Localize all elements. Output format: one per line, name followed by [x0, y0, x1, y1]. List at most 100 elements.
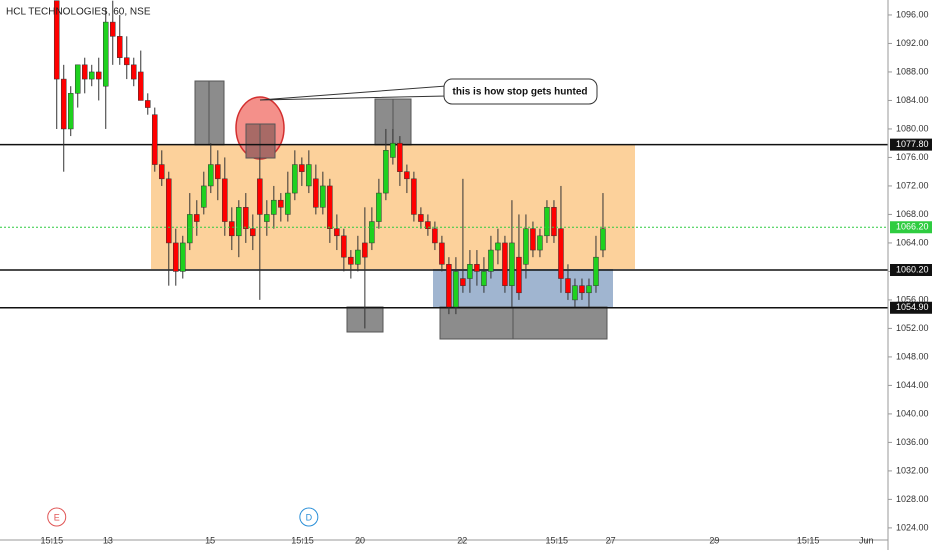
candle-body [565, 278, 571, 294]
event-marker [47, 507, 67, 527]
y-tick-label: 1080.00 [896, 123, 929, 133]
candle-body [404, 171, 410, 180]
candle-body [355, 249, 361, 265]
x-tick-label: 15 [205, 535, 215, 545]
level-label: 1054.90 [896, 302, 929, 312]
candle-body [348, 256, 354, 265]
y-tick-label: 1028.00 [896, 494, 929, 504]
event-marker [299, 507, 319, 527]
candle-body [460, 278, 466, 286]
event-label: D [306, 512, 313, 522]
candle-body [397, 142, 403, 172]
candle-body [67, 93, 74, 130]
candle-body [341, 235, 347, 258]
y-tick-label: 1044.00 [896, 380, 929, 390]
y-tick-label: 1076.00 [896, 152, 929, 162]
x-tick-label: 27 [606, 535, 616, 545]
candle-body [250, 228, 256, 237]
candle-body [327, 185, 333, 229]
y-tick-label: 1068.00 [896, 209, 929, 219]
candle-body [390, 142, 396, 158]
y-tick-label: 1088.00 [896, 66, 929, 76]
y-tick-label: 1048.00 [896, 351, 929, 361]
candle-body [418, 214, 424, 222]
x-tick-label: 13 [103, 535, 113, 545]
y-tick-label: 1040.00 [896, 408, 929, 418]
candle-body [285, 192, 291, 215]
callout-box [443, 78, 598, 105]
candle-body [467, 264, 473, 279]
candle-body [306, 164, 312, 187]
candle-body [145, 100, 151, 108]
y-tick-label: 1052.00 [896, 323, 929, 333]
x-tick-label: Jun [859, 535, 874, 545]
candle-body [152, 114, 158, 165]
level-label: 1077.80 [896, 139, 929, 149]
candle-body [110, 21, 116, 37]
x-tick-label: 22 [457, 535, 467, 545]
candle-body [481, 271, 487, 286]
candle-body [243, 207, 249, 229]
candle-body [187, 214, 193, 244]
candle-body [88, 71, 95, 80]
x-tick-label: 20 [355, 535, 365, 545]
x-tick-label: 15:15 [291, 535, 314, 545]
candle-body [411, 178, 417, 215]
candle-body [453, 271, 459, 308]
candle-body [53, 0, 60, 80]
y-tick-label: 1072.00 [896, 180, 929, 190]
candle-body [264, 214, 270, 222]
candle-body [95, 71, 102, 80]
y-tick-label: 1092.00 [896, 38, 929, 48]
candle-body [320, 185, 326, 208]
candle-body [271, 199, 277, 215]
candle-body [222, 178, 228, 222]
candle-body [600, 228, 606, 251]
candle-body [166, 178, 172, 244]
stop-zone [433, 269, 613, 307]
candle-body [236, 207, 242, 237]
candle-body [446, 264, 452, 308]
candle-body [551, 207, 557, 237]
candle-body [201, 185, 207, 208]
candle-body [159, 164, 165, 180]
candle-body [383, 150, 389, 194]
x-tick-label: 29 [709, 535, 719, 545]
candle-body [102, 21, 109, 87]
candle-body [530, 228, 536, 251]
y-tick-label: 1056.00 [896, 294, 929, 304]
candle-body [502, 242, 508, 286]
x-tick-label: 15:15 [797, 535, 820, 545]
candle-body [362, 242, 368, 258]
level-label-box [890, 138, 932, 151]
candle-body [173, 242, 179, 272]
candle-body [593, 256, 599, 286]
annotation: this is how stop gets hunted [453, 87, 588, 98]
candle-body [558, 228, 564, 279]
candle-body [376, 192, 382, 222]
candle-body [572, 285, 578, 301]
last-price-box [890, 221, 932, 234]
x-tick-label: 15:15 [41, 535, 64, 545]
y-tick-label: 1064.00 [896, 237, 929, 247]
candle-body [579, 285, 585, 294]
candle-body [488, 249, 494, 272]
candle-body [131, 64, 137, 80]
candle-body [369, 221, 375, 244]
last-price-label: 1066.20 [896, 222, 929, 232]
level-label-box [890, 264, 932, 276]
chart-title: HCL TECHNOLOGIES, 60, NSE [6, 7, 151, 18]
candle-body [278, 199, 284, 208]
candle-body [474, 264, 480, 272]
y-tick-label: 1024.00 [896, 522, 929, 532]
candle-body [180, 242, 186, 272]
level-label-box [890, 301, 932, 314]
candle-body [509, 242, 515, 286]
candle-body [117, 36, 123, 58]
candle-body [74, 64, 81, 94]
candle-body [208, 164, 214, 187]
y-tick-label: 1032.00 [896, 465, 929, 475]
y-tick-label: 1036.00 [896, 437, 929, 447]
candle-body [425, 221, 431, 229]
candle-body [60, 78, 67, 130]
